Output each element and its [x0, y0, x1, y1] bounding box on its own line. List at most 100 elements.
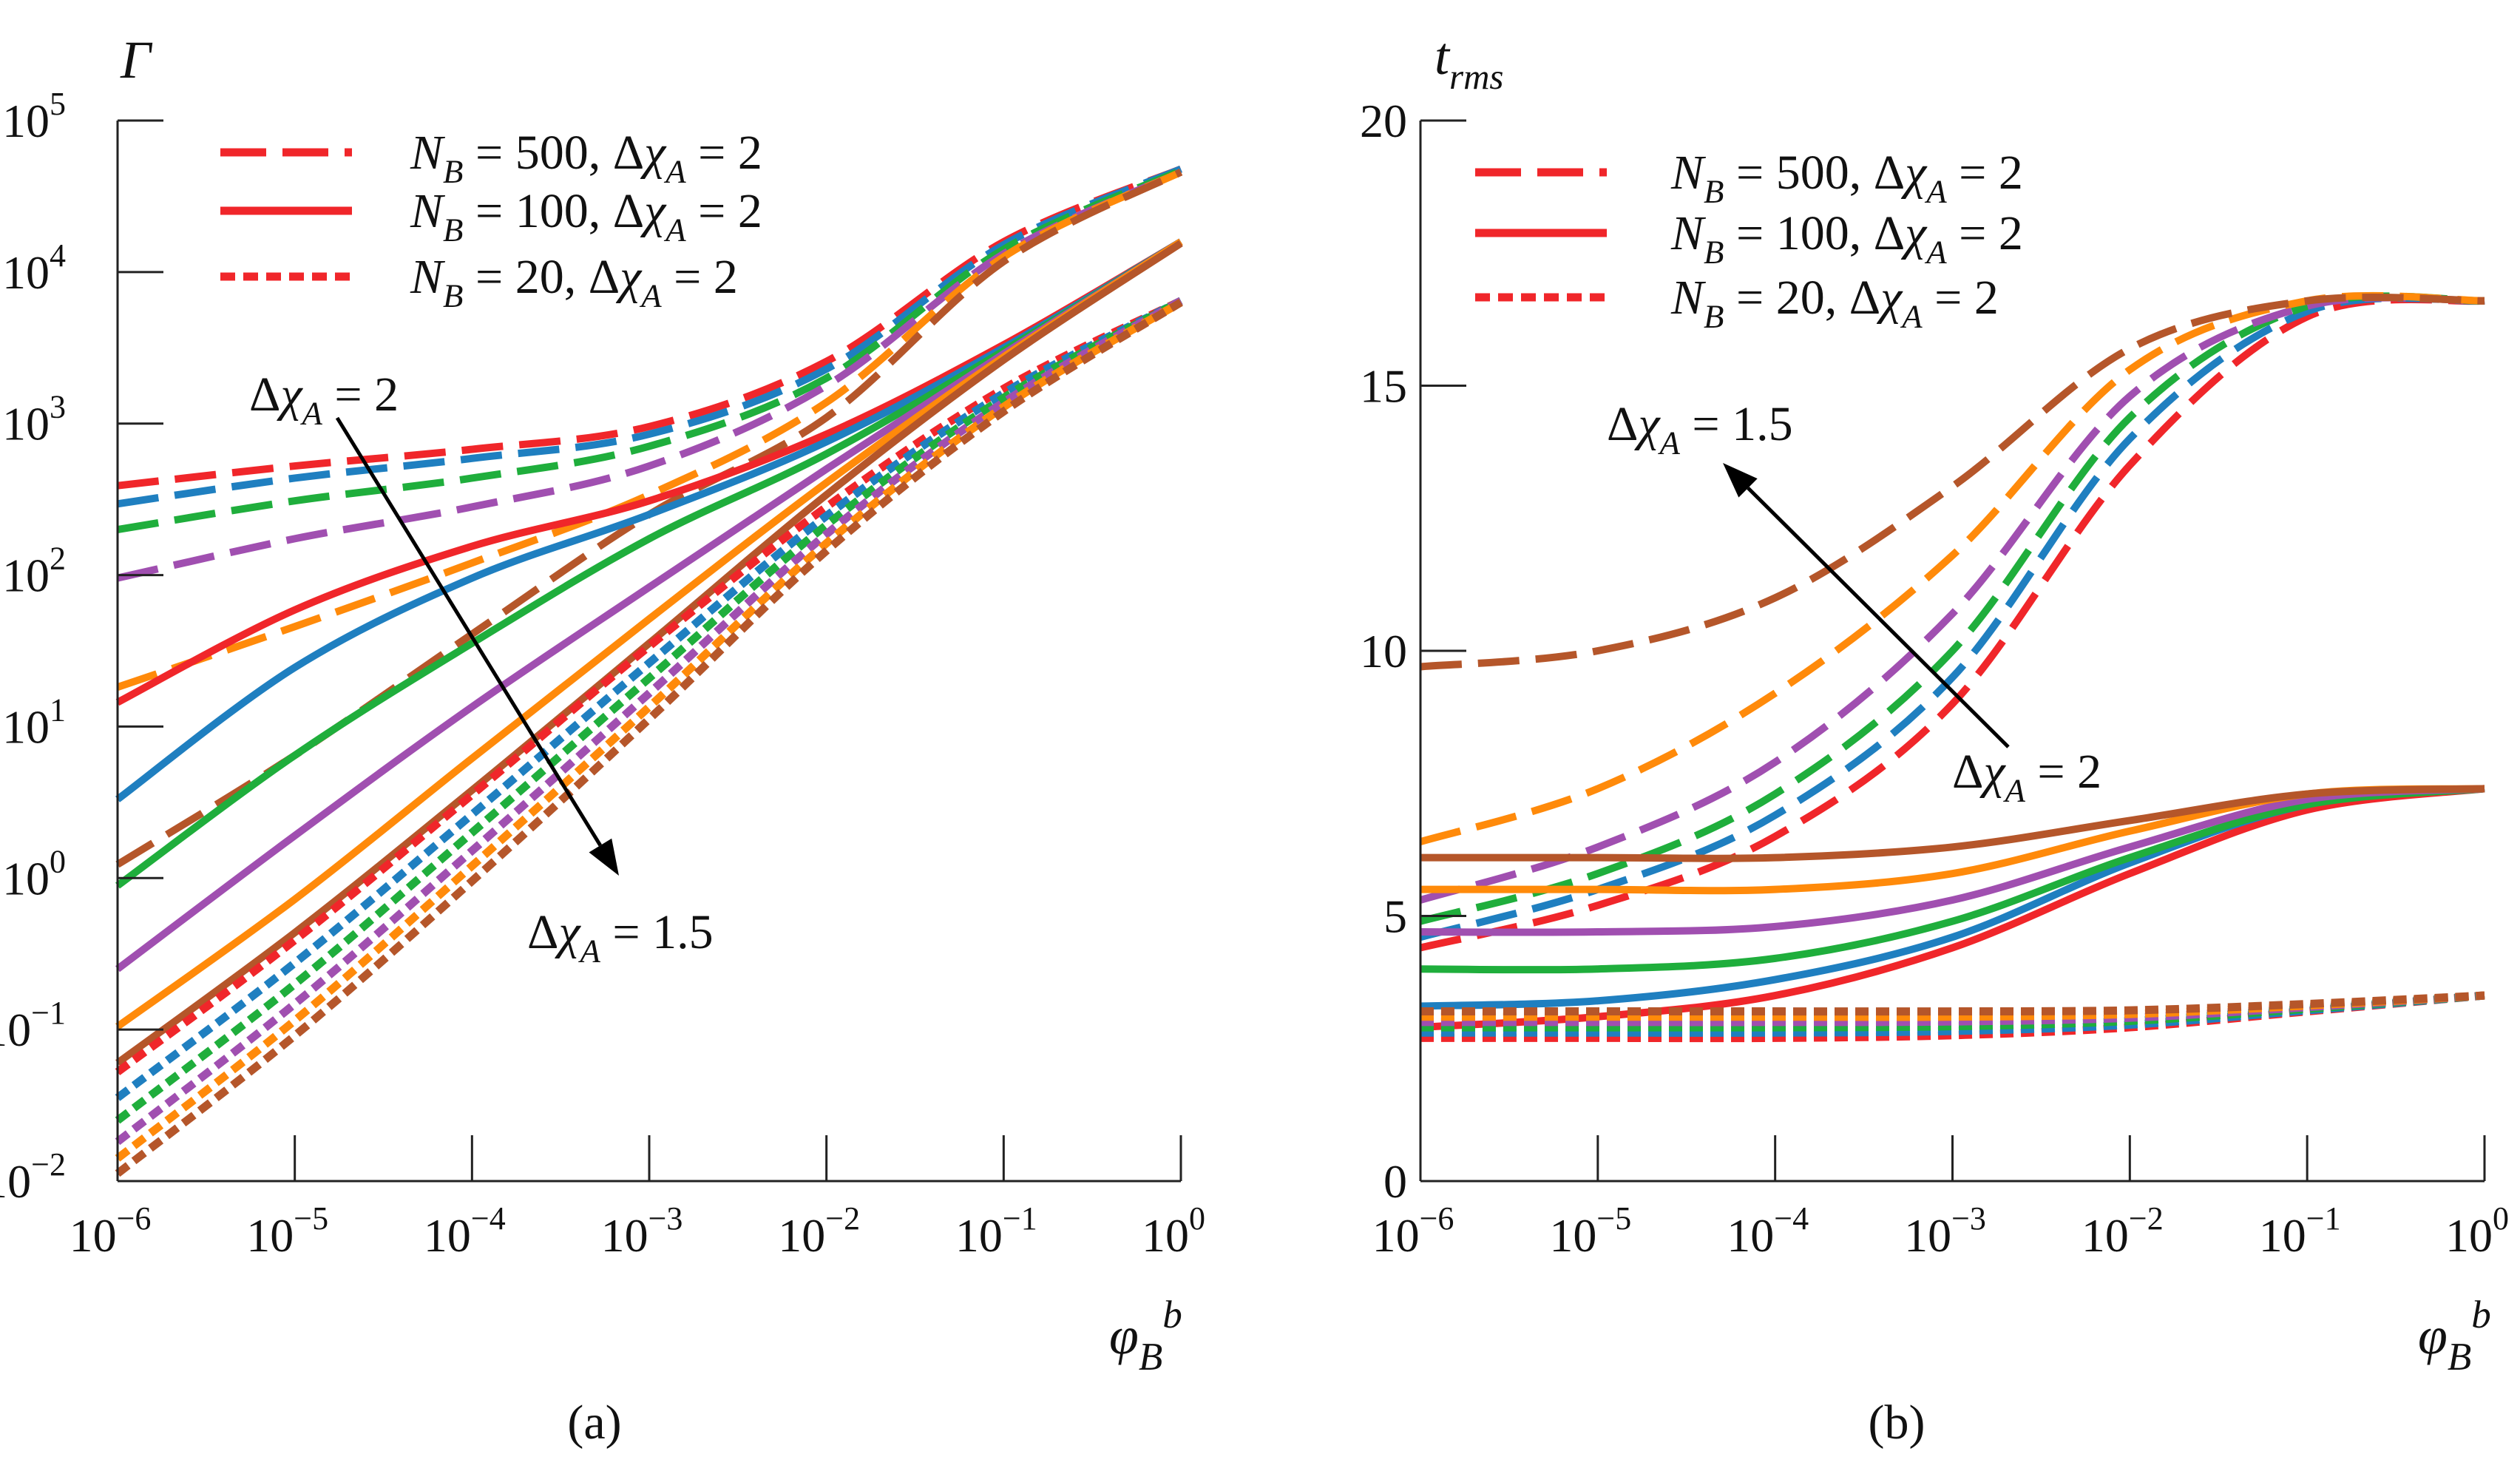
series-line-solid	[1420, 785, 2485, 1032]
text-run: =	[475, 250, 503, 304]
text-run: N	[1670, 206, 1707, 260]
text-run: A	[2003, 771, 2026, 808]
tick-base: 10	[2, 95, 50, 147]
text-run	[600, 126, 613, 180]
text-run: b	[2471, 1294, 2491, 1336]
text-run: Δ	[613, 126, 644, 180]
text-run	[600, 905, 613, 959]
text-run: b	[1162, 1294, 1182, 1336]
text-run: Δ	[249, 368, 280, 422]
tick-exponent: −1	[1003, 1200, 1037, 1237]
text-run: B	[1704, 297, 1724, 334]
series-line-dotted	[1420, 991, 2485, 1016]
text-run: Δ	[527, 905, 558, 959]
text-run: =	[475, 126, 503, 180]
text-run	[686, 126, 699, 180]
text-run: χ	[640, 184, 667, 238]
tick-exponent: −1	[2306, 1200, 2341, 1237]
tick-exponent: −3	[648, 1200, 683, 1237]
x-tick-label: 10−3	[601, 1200, 683, 1262]
text-run: B	[1704, 233, 1724, 270]
series-line-dashed	[116, 169, 1183, 691]
tick-base: 10	[0, 1004, 31, 1056]
y-tick-label: 100	[2, 843, 66, 904]
text-run: χ	[554, 905, 581, 959]
text-run	[1837, 271, 1849, 325]
series-line-dotted	[1420, 991, 2485, 1021]
series-line-dotted	[115, 297, 1183, 1101]
text-run: 500	[515, 126, 589, 180]
y-axis-title: Γ	[120, 30, 153, 89]
y-tick-label: 5	[1383, 890, 1407, 943]
text-run: B	[443, 211, 463, 248]
text-run: χ	[1900, 206, 1928, 260]
y-tick-label: 15	[1360, 360, 1407, 413]
text-run	[1724, 271, 1736, 325]
text-run	[600, 184, 613, 238]
x-tick-label: 100	[2445, 1200, 2509, 1262]
text-run	[1861, 146, 1874, 200]
series-line-dashed	[1420, 294, 2485, 671]
arrow-line	[335, 416, 602, 847]
y-tick-label: 104	[2, 237, 66, 299]
text-run: 1.5	[1732, 397, 1793, 451]
text-run: χ	[640, 126, 667, 180]
text-run: A	[1900, 297, 1923, 334]
x-tick-label: 100	[1142, 1200, 1205, 1262]
text-run: ,	[564, 250, 577, 304]
x-tick-label: 10−4	[424, 1200, 506, 1262]
text-run: Δ	[1849, 271, 1880, 325]
panel-caption: (b)	[1869, 1396, 1925, 1450]
text-run: B	[443, 277, 463, 314]
tick-exponent: −4	[471, 1200, 506, 1237]
text-run: N	[1670, 146, 1707, 200]
tick-base: 10	[70, 1209, 117, 1262]
legend-label: NB = 500, ΔχA = 2	[1670, 146, 2023, 209]
y-tick-label: 10−2	[0, 1146, 66, 1208]
x-tick-label: 10−6	[70, 1200, 152, 1262]
series-line-dotted	[115, 299, 1183, 1177]
text-run	[1764, 271, 1776, 325]
series-line-dashed	[117, 167, 1183, 534]
arrow-line	[1747, 487, 2010, 748]
text-run: B	[2448, 1336, 2471, 1379]
x-tick-label: 10−5	[246, 1200, 328, 1262]
annotation-label: ΔχA = 2	[1952, 745, 2101, 808]
arrow-head-icon	[1723, 463, 1758, 498]
legend-label: NB = 20, ΔχA = 2	[1670, 271, 1999, 334]
tick-exponent: −5	[294, 1200, 328, 1237]
tick-base: 10	[2, 852, 50, 904]
text-run: χ	[1633, 397, 1661, 451]
x-axis-title: φBb​	[1109, 1294, 1182, 1379]
text-run: ,	[1849, 146, 1862, 200]
tick-base: 10	[1549, 1209, 1596, 1262]
tick-base: 10	[2259, 1209, 2306, 1262]
tick-exponent: −2	[825, 1200, 860, 1237]
text-run: A	[1924, 233, 1947, 270]
tick-exponent: −6	[1420, 1200, 1454, 1237]
text-run: 1.5	[652, 905, 714, 959]
tick-base: 10	[601, 1209, 648, 1262]
y-tick-label: 10	[1360, 625, 1407, 677]
tick-exponent: −4	[1774, 1200, 1809, 1237]
text-run	[463, 184, 475, 238]
text-run: =	[674, 250, 701, 304]
text-run: ,	[1849, 206, 1862, 260]
legend-label: NB = 100, ΔχA = 2	[410, 184, 762, 248]
text-run: Γ	[120, 30, 153, 89]
text-run	[1764, 206, 1776, 260]
text-run	[1923, 271, 1935, 325]
tick-base: 10	[2, 700, 50, 753]
tick-base: 10	[2082, 1209, 2129, 1262]
y-tick-label: 10−1	[0, 995, 66, 1056]
series-line-dotted	[115, 297, 1183, 1146]
text-run: =	[1959, 146, 1986, 200]
text-run: A	[639, 277, 662, 314]
x-tick-label: 10−4	[1727, 1200, 1809, 1262]
annotation-label: ΔχA = 2	[249, 368, 399, 431]
y-tick-label: 0	[1383, 1155, 1407, 1208]
series-line-dotted	[1420, 991, 2485, 1032]
text-run: Δ	[1607, 397, 1638, 451]
text-run: χ	[1979, 745, 2006, 799]
